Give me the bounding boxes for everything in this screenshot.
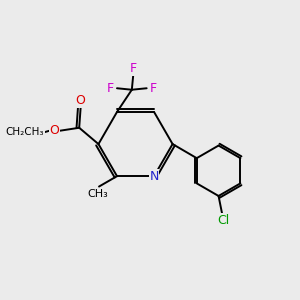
Text: O: O [76,94,85,107]
Text: F: F [106,82,113,95]
Text: Cl: Cl [218,214,230,227]
Text: CH₂CH₃: CH₂CH₃ [6,127,44,137]
Text: N: N [149,170,159,183]
Text: CH₃: CH₃ [87,189,108,199]
Text: O: O [50,124,59,137]
Text: F: F [130,62,137,75]
Text: F: F [150,82,157,95]
